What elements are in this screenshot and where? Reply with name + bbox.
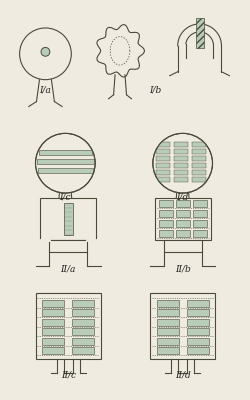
Bar [158, 200, 172, 207]
Bar [72, 347, 94, 354]
Bar [155, 142, 169, 147]
Bar [40, 198, 96, 240]
Bar [186, 319, 208, 326]
Bar [191, 156, 205, 161]
Bar [49, 240, 87, 252]
Bar [156, 347, 178, 354]
Bar [175, 200, 189, 207]
Bar [156, 338, 178, 345]
Bar [175, 210, 189, 217]
Bar [158, 230, 172, 237]
Text: II/d: II/d [174, 370, 190, 379]
Bar [191, 163, 205, 168]
Text: II/b: II/b [174, 265, 190, 274]
Bar [191, 142, 205, 147]
Bar [191, 177, 205, 182]
Bar [155, 156, 169, 161]
Bar [192, 230, 206, 237]
Bar [72, 328, 94, 335]
Bar [155, 170, 169, 175]
Bar [42, 309, 64, 316]
Bar [156, 319, 178, 326]
Bar [192, 200, 206, 207]
Bar [72, 338, 94, 345]
Bar [186, 347, 208, 354]
Text: I/c: I/c [59, 193, 71, 202]
Bar [156, 328, 178, 335]
Bar [175, 230, 189, 237]
Bar [154, 198, 210, 240]
Bar [173, 170, 187, 175]
Bar [39, 150, 92, 155]
Bar [173, 156, 187, 161]
Bar [195, 18, 203, 48]
Text: I/d: I/d [176, 193, 188, 202]
Bar [42, 300, 64, 307]
Bar [173, 149, 187, 154]
Bar [38, 168, 92, 173]
Bar [149, 294, 215, 359]
Bar [186, 300, 208, 307]
Bar [155, 177, 169, 182]
Bar [37, 159, 93, 164]
Bar [186, 338, 208, 345]
Bar [192, 220, 206, 227]
Circle shape [152, 133, 212, 193]
Bar [173, 163, 187, 168]
Bar [72, 300, 94, 307]
Bar [173, 142, 187, 147]
Bar [192, 210, 206, 217]
Bar [155, 149, 169, 154]
Bar [42, 347, 64, 354]
Bar [191, 149, 205, 154]
Circle shape [35, 133, 95, 193]
Polygon shape [96, 25, 144, 77]
Bar [64, 204, 72, 235]
Circle shape [41, 48, 50, 56]
Bar [186, 328, 208, 335]
Bar [175, 220, 189, 227]
Bar [72, 319, 94, 326]
Bar [42, 328, 64, 335]
Text: II/a: II/a [60, 265, 76, 274]
Bar [173, 177, 187, 182]
Bar [158, 220, 172, 227]
Bar [191, 170, 205, 175]
Bar [163, 240, 201, 252]
Text: II/c: II/c [60, 370, 76, 379]
Text: I/b: I/b [148, 86, 160, 94]
Bar [42, 338, 64, 345]
Bar [156, 309, 178, 316]
Bar [158, 210, 172, 217]
Bar [42, 319, 64, 326]
Bar [72, 309, 94, 316]
Bar [155, 163, 169, 168]
Text: I/a: I/a [39, 86, 51, 94]
Circle shape [20, 28, 71, 80]
Bar [186, 309, 208, 316]
Bar [156, 300, 178, 307]
Bar [35, 294, 101, 359]
